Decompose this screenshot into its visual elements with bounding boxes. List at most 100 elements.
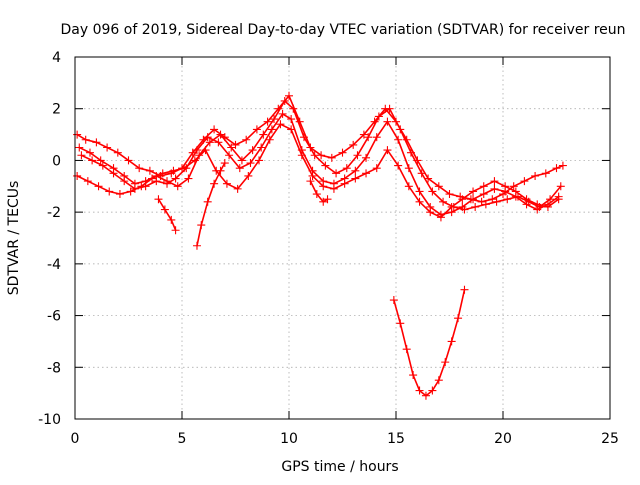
data-point — [340, 179, 349, 188]
data-point — [404, 164, 413, 173]
data-point — [203, 197, 212, 206]
data-point — [520, 177, 529, 186]
data-point — [263, 117, 272, 126]
data-point — [522, 195, 531, 204]
data-point — [415, 386, 424, 395]
data-point — [197, 221, 206, 230]
data-point — [255, 156, 264, 165]
data-point — [329, 184, 338, 193]
data-series-trace-4 — [73, 120, 563, 222]
data-point — [137, 182, 146, 191]
data-point — [299, 133, 308, 142]
data-point — [479, 182, 488, 191]
data-point — [169, 166, 178, 175]
data-series-trace-7 — [306, 177, 332, 206]
data-point — [145, 166, 154, 175]
data-point — [447, 337, 456, 346]
data-point — [421, 391, 430, 400]
data-point — [297, 151, 306, 160]
data-point — [280, 96, 289, 105]
data-point — [543, 202, 552, 211]
data-point — [323, 195, 332, 204]
data-point — [216, 130, 225, 139]
axis-ticks: 0 5 10 15 20 25 -10 -8 -6 -4 -2 0 2 4 — [38, 50, 619, 447]
data-point — [73, 171, 82, 180]
y-tick-label: -6 — [47, 309, 61, 325]
data-point — [113, 148, 122, 157]
data-point — [220, 159, 229, 168]
data-point — [458, 195, 467, 204]
y-axis-label: SDTVAR / TECUs — [6, 181, 22, 296]
data-point — [434, 182, 443, 191]
data-point — [252, 125, 261, 134]
series-line — [78, 100, 562, 211]
data-series-trace-5 — [154, 195, 180, 235]
data-point — [85, 148, 94, 157]
data-point — [434, 376, 443, 385]
data-point — [306, 177, 315, 186]
data-point — [171, 226, 180, 235]
data-point — [439, 197, 448, 206]
series-line — [80, 113, 560, 216]
data-series-trace-8 — [389, 285, 469, 400]
data-point — [278, 109, 287, 118]
data-point — [396, 125, 405, 134]
data-point — [259, 130, 268, 139]
data-point — [353, 151, 362, 160]
data-point — [148, 174, 157, 183]
data-point — [552, 164, 561, 173]
data-point — [490, 184, 499, 193]
data-point — [556, 182, 565, 191]
data-point — [81, 135, 90, 144]
data-point — [287, 115, 296, 124]
data-point — [163, 179, 172, 188]
data-point — [554, 195, 563, 204]
data-layer — [73, 91, 567, 400]
data-point — [338, 148, 347, 157]
data-point — [492, 197, 501, 206]
data-point — [389, 296, 398, 305]
data-series-trace-3 — [77, 109, 563, 219]
data-point — [479, 190, 488, 199]
data-point — [115, 190, 124, 199]
series-line — [393, 288, 466, 397]
chart-title: Day 096 of 2019, Sidereal Day-to-day VTE… — [60, 22, 625, 38]
data-point — [180, 164, 189, 173]
y-tick-label: 0 — [52, 153, 61, 169]
data-point — [248, 146, 257, 155]
data-point — [158, 169, 167, 178]
data-point — [98, 161, 107, 170]
data-point — [184, 174, 193, 183]
data-point — [225, 151, 234, 160]
data-point — [167, 215, 176, 224]
data-point — [349, 140, 358, 149]
data-point — [332, 169, 341, 178]
x-axis-label: GPS time / hours — [281, 459, 398, 475]
data-point — [216, 166, 225, 175]
data-point — [88, 156, 97, 165]
data-point — [120, 177, 129, 186]
data-point — [154, 195, 163, 204]
plot-frame — [74, 56, 611, 420]
data-point — [558, 161, 567, 170]
data-point — [222, 179, 231, 188]
data-point — [287, 125, 296, 134]
data-point — [103, 143, 112, 152]
data-point — [402, 345, 411, 354]
data-point — [541, 169, 550, 178]
data-point — [394, 135, 403, 144]
data-point — [445, 190, 454, 199]
data-point — [310, 151, 319, 160]
data-point — [235, 164, 244, 173]
data-point — [94, 182, 103, 191]
data-point — [351, 166, 360, 175]
data-point — [203, 133, 212, 142]
grid — [75, 57, 610, 419]
data-point — [201, 146, 210, 155]
data-point — [501, 182, 510, 191]
data-point — [396, 319, 405, 328]
data-point — [351, 174, 360, 183]
data-point — [404, 182, 413, 191]
data-point — [394, 161, 403, 170]
